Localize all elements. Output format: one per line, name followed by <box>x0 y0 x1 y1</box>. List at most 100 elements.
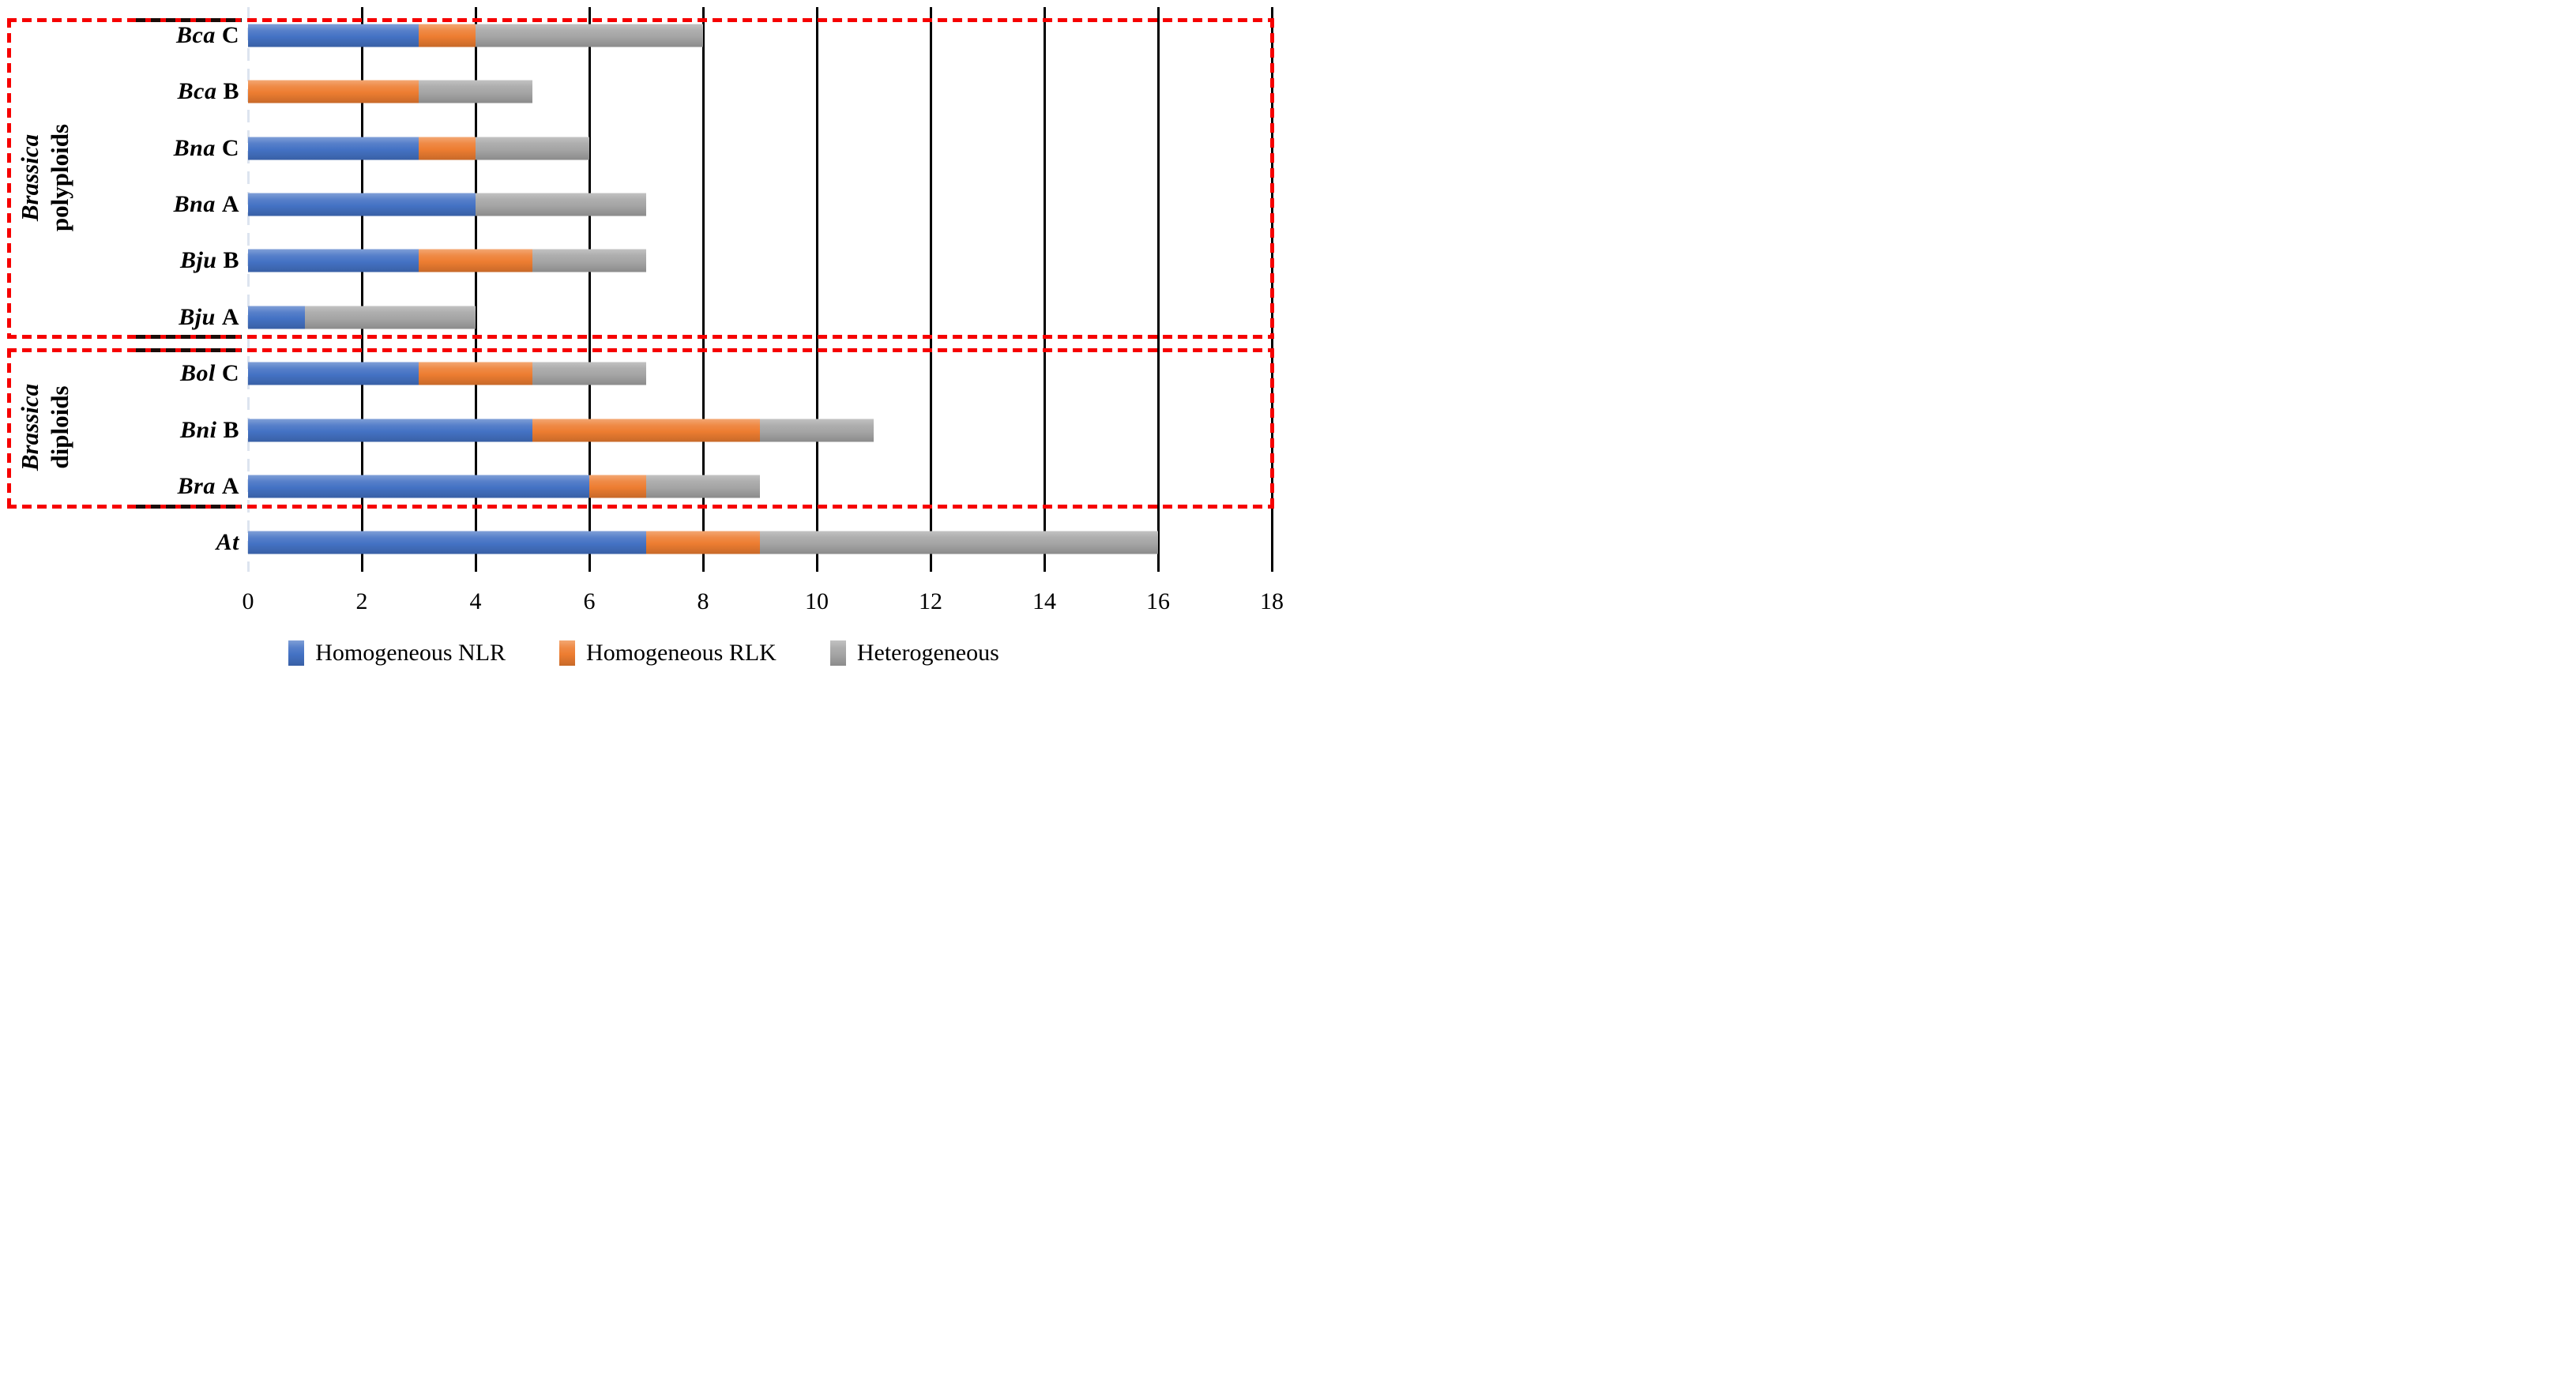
gridline-x2 <box>360 7 363 572</box>
category-label: Bol C <box>179 360 239 387</box>
category-genus: Bna <box>173 191 216 217</box>
legend-swatch-homogeneous-rlk <box>559 640 576 666</box>
bar-segment-homogeneous-rlk <box>248 80 419 103</box>
category-genus: Bol <box>179 360 216 387</box>
legend-item-heterogeneous: Heterogeneous <box>829 640 999 667</box>
x-tick-label-12: 12 <box>919 588 942 614</box>
bar-segment-homogeneous-rlk <box>532 419 760 442</box>
group-label-polyploids: Brassica polyploids <box>15 4 75 351</box>
legend-swatch-heterogeneous <box>829 640 846 666</box>
stacked-bar <box>248 362 646 385</box>
polyploids-box-left-edge <box>7 18 11 339</box>
x-tick-label-10: 10 <box>805 588 829 614</box>
category-label: At <box>0 529 239 556</box>
bar-row-bna-c: Bna C <box>0 120 1288 176</box>
stacked-bar <box>248 475 760 498</box>
category-genus: Bni <box>179 416 217 443</box>
category-label: Bna A <box>173 191 239 217</box>
legend-swatch-homogeneous-nlr <box>288 640 305 666</box>
stacked-bar <box>248 306 476 329</box>
bar-segment-heterogeneous <box>532 362 646 385</box>
stacked-bar <box>248 137 589 160</box>
group-label-rest: polyploids <box>46 123 73 232</box>
legend-label: Homogeneous NLR <box>315 640 506 666</box>
bar-row-bju-b: Bju B <box>0 233 1288 289</box>
category-label: Bju B <box>179 247 239 274</box>
x-tick-label-16: 16 <box>1146 588 1170 614</box>
bar-segment-homogeneous-rlk <box>419 24 476 47</box>
polyploids-box-top-edge <box>7 18 1274 22</box>
bar-segment-heterogeneous <box>305 306 476 329</box>
gridline-x16 <box>1156 7 1160 572</box>
diploids-box-bottom-edge <box>7 505 1274 509</box>
gridline-x10 <box>815 7 818 572</box>
bar-row-bca-b: Bca B <box>0 64 1288 120</box>
category-label: Bra A <box>177 473 239 499</box>
category-genus: Bna <box>173 134 216 161</box>
black-dash-segment <box>136 348 242 352</box>
stacked-bar <box>248 531 1158 554</box>
category-label: Bju A <box>179 303 239 330</box>
bar-segment-homogeneous-rlk <box>419 137 476 160</box>
black-dash-segment <box>136 335 242 339</box>
bar-row-bni-b: Bni B <box>0 402 1288 458</box>
group-label-diploids: Brassica diploids <box>15 301 75 554</box>
stacked-bar <box>248 249 646 272</box>
bar-segment-homogeneous-rlk <box>419 362 532 385</box>
bar-segment-heterogeneous <box>646 475 760 498</box>
bar-row-bju-a: Bju A <box>0 289 1288 345</box>
category-genus: Bju <box>179 303 216 330</box>
bar-segment-homogeneous-nlr <box>248 419 532 442</box>
gridline-x8 <box>701 7 705 572</box>
bar-segment-homogeneous-rlk <box>589 475 646 498</box>
x-tick-label-14: 14 <box>1032 588 1056 614</box>
bar-segment-heterogeneous <box>419 80 532 103</box>
bar-segment-homogeneous-nlr <box>248 24 419 47</box>
bar-row-bra-a: Bra A <box>0 459 1288 515</box>
zero-axis-line <box>246 7 250 572</box>
category-genus: Bca <box>177 78 217 105</box>
stacked-bar <box>248 80 532 103</box>
gridline-x6 <box>588 7 591 572</box>
black-dash-segment <box>136 505 242 509</box>
bar-segment-homogeneous-nlr <box>248 531 646 554</box>
bar-segment-heterogeneous <box>476 193 646 216</box>
stacked-bar-chart-figure: Bca C Bca B Bna C Bna A Bju B Bju A Bol C Bni B… <box>0 0 1288 691</box>
diploids-box-right-edge <box>1270 348 1274 509</box>
diploids-box-top-edge <box>7 348 1274 352</box>
polyploids-box-right-edge <box>1270 18 1274 339</box>
category-label: Bni B <box>179 416 239 443</box>
x-tick-label-8: 8 <box>697 588 709 614</box>
bar-segment-heterogeneous <box>476 137 589 160</box>
gridline-x14 <box>1043 7 1046 572</box>
bar-segment-heterogeneous <box>476 24 703 47</box>
bar-segment-homogeneous-nlr <box>248 249 419 272</box>
bar-row-at: At <box>0 515 1288 571</box>
legend-label: Homogeneous RLK <box>586 640 777 666</box>
stacked-bar <box>248 193 646 216</box>
group-label-genus: Brassica <box>16 383 43 471</box>
x-tick-label-4: 4 <box>469 588 482 614</box>
bar-segment-heterogeneous <box>532 249 646 272</box>
group-label-rest: diploids <box>46 385 73 469</box>
gridline-x4 <box>474 7 477 572</box>
stacked-bar <box>248 24 703 47</box>
bar-segment-homogeneous-nlr <box>248 137 419 160</box>
group-label-genus: Brassica <box>16 133 43 222</box>
category-label: Bca C <box>176 21 239 48</box>
x-tick-label-6: 6 <box>583 588 596 614</box>
bar-segment-heterogeneous <box>760 419 874 442</box>
legend-label: Heterogeneous <box>856 640 999 666</box>
stacked-bar <box>248 419 874 442</box>
polyploids-box-bottom-edge <box>7 335 1274 339</box>
x-tick-label-2: 2 <box>355 588 368 614</box>
diploids-box-left-edge <box>7 348 11 509</box>
x-tick-label-18: 18 <box>1260 588 1284 614</box>
bar-segment-homogeneous-nlr <box>248 362 419 385</box>
category-genus: Bra <box>177 473 216 499</box>
category-genus: At <box>216 529 239 556</box>
legend-item-homogeneous-nlr: Homogeneous NLR <box>288 640 506 667</box>
bar-row-bna-a: Bna A <box>0 177 1288 233</box>
bar-segment-homogeneous-nlr <box>248 193 476 216</box>
bar-row-bca-c: Bca C <box>0 7 1288 63</box>
